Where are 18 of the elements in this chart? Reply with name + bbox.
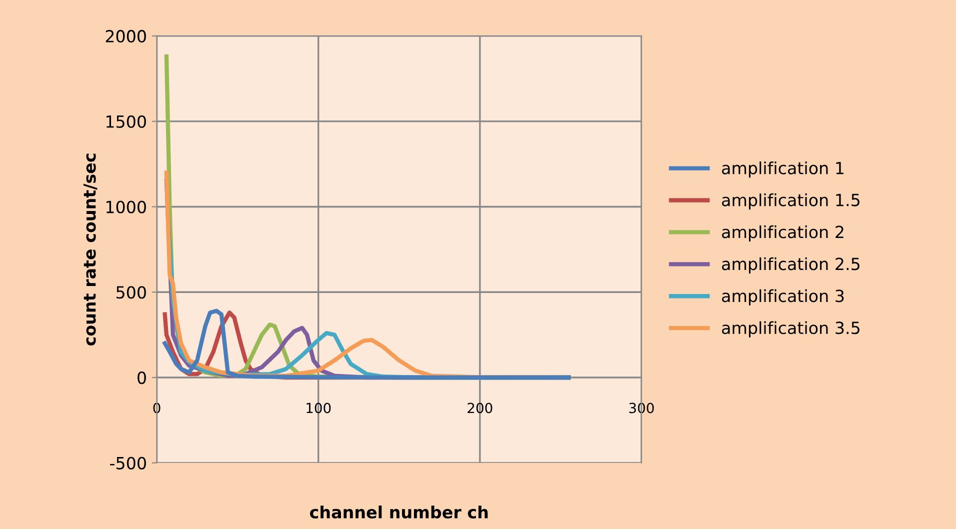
legend-label: amplification 2 xyxy=(722,225,844,242)
x-tick-label: 200 xyxy=(468,402,492,414)
legend-label: amplification 1 xyxy=(722,161,844,178)
y-tick-label: 500 xyxy=(116,286,146,299)
y-tick-label: -500 xyxy=(110,456,146,470)
y-axis-title: count rate count/sec xyxy=(83,154,98,346)
legend-label: amplification 1.5 xyxy=(722,193,860,210)
y-tick-label: 0 xyxy=(138,371,146,384)
y-tick-label: 1000 xyxy=(106,200,146,214)
x-tick-label: 100 xyxy=(306,402,331,414)
x-tick-label: 300 xyxy=(629,402,654,414)
x-tick-label: 0 xyxy=(153,402,160,414)
y-tick-label: 2000 xyxy=(106,30,146,43)
legend-label: amplification 3.5 xyxy=(722,321,860,338)
legend-label: amplification 3 xyxy=(722,289,844,306)
legend-label: amplification 2.5 xyxy=(722,257,860,274)
x-axis-title: channel number ch xyxy=(310,506,488,518)
y-tick-label: 1500 xyxy=(106,115,146,128)
